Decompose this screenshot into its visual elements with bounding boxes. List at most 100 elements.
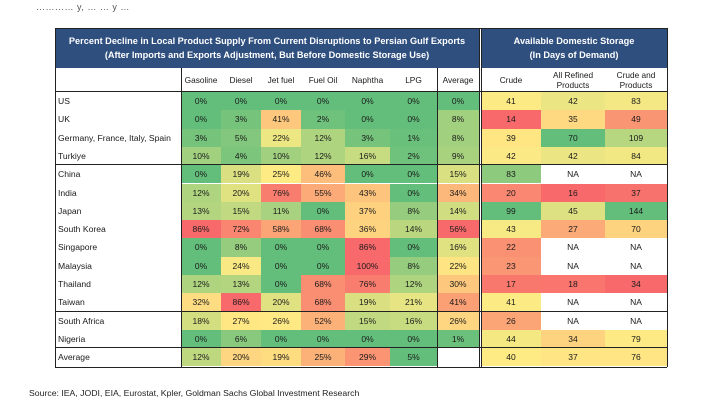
row-label: South Korea bbox=[58, 224, 106, 235]
grid-line bbox=[55, 347, 667, 349]
pct-cell: 0% bbox=[301, 238, 345, 257]
storage-cell: NA bbox=[541, 238, 605, 257]
pct-cell: 2% bbox=[390, 146, 437, 166]
storage-cell: 26 bbox=[481, 311, 541, 330]
pct-cell: 86% bbox=[221, 293, 261, 312]
pct-cell: 68% bbox=[301, 275, 345, 294]
pct-cell: 68% bbox=[301, 220, 345, 239]
pct-cell: 2% bbox=[301, 110, 345, 129]
storage-cell: 14 bbox=[481, 110, 541, 129]
left-header: Percent Decline in Local Product Supply … bbox=[55, 28, 479, 68]
pct-cell: 32% bbox=[181, 293, 221, 312]
pct-cell: 12% bbox=[301, 146, 345, 166]
pct-cell: 8% bbox=[221, 238, 261, 257]
pct-cell: 1% bbox=[390, 128, 437, 147]
pct-cell: 0% bbox=[301, 256, 345, 275]
pct-cell: 26% bbox=[261, 311, 301, 330]
pct-cell: 0% bbox=[181, 165, 221, 184]
storage-cell: NA bbox=[605, 256, 667, 275]
pct-cell: 8% bbox=[437, 110, 479, 129]
pct-cell: 0% bbox=[390, 110, 437, 129]
pct-cell: 14% bbox=[437, 201, 479, 221]
storage-cell: 109 bbox=[605, 128, 667, 147]
row-label: South Africa bbox=[58, 315, 105, 326]
pct-cell: 5% bbox=[390, 348, 437, 367]
left-header-subtitle: (After Imports and Exports Adjustment, B… bbox=[104, 50, 430, 60]
pct-cell: 43% bbox=[345, 183, 390, 202]
pct-cell: 0% bbox=[390, 329, 437, 349]
storage-cell: NA bbox=[541, 311, 605, 330]
pct-cell: 13% bbox=[181, 201, 221, 221]
pct-cell: 0% bbox=[390, 183, 437, 202]
pct-cell: 0% bbox=[390, 92, 437, 111]
storage-cell: NA bbox=[605, 238, 667, 257]
pct-cell: 37% bbox=[345, 201, 390, 221]
pct-cell: 15% bbox=[221, 201, 261, 221]
pct-cell: 12% bbox=[181, 348, 221, 367]
grid-line bbox=[55, 164, 667, 166]
pct-cell: 86% bbox=[345, 238, 390, 257]
pct-cell: 15% bbox=[345, 311, 390, 330]
row-label: China bbox=[58, 169, 81, 180]
pct-cell: 12% bbox=[390, 275, 437, 294]
pct-cell: 0% bbox=[301, 329, 345, 349]
grid-line bbox=[55, 28, 57, 367]
pct-cell bbox=[437, 348, 479, 367]
storage-cell: 34 bbox=[605, 275, 667, 294]
storage-cell: 16 bbox=[541, 183, 605, 202]
column-header: Naphtha bbox=[351, 74, 384, 85]
row-label: Germany, France, Italy, Spain bbox=[58, 132, 171, 143]
storage-cell: 99 bbox=[481, 201, 541, 221]
column-header: Diesel bbox=[229, 74, 253, 85]
right-header: Available Domestic Storage (In Days of D… bbox=[481, 28, 667, 68]
pct-cell: 11% bbox=[261, 201, 301, 221]
pct-cell: 0% bbox=[345, 110, 390, 129]
row-label: Thailand bbox=[58, 279, 91, 289]
column-header: Gasoline bbox=[184, 74, 218, 85]
row-label: Average bbox=[58, 352, 90, 363]
pct-cell: 10% bbox=[261, 146, 301, 166]
row-label: Taiwan bbox=[58, 297, 85, 308]
pct-cell: 55% bbox=[301, 183, 345, 202]
pct-cell: 76% bbox=[345, 275, 390, 294]
pct-cell: 0% bbox=[221, 92, 261, 111]
cropped-caption: ………… y, … … y … bbox=[36, 2, 130, 12]
row-label: Singapore bbox=[58, 242, 98, 253]
pct-cell: 18% bbox=[181, 311, 221, 330]
storage-cell: 23 bbox=[481, 256, 541, 275]
pct-cell: 72% bbox=[221, 220, 261, 239]
storage-cell: 83 bbox=[481, 165, 541, 184]
storage-cell: 22 bbox=[481, 238, 541, 257]
storage-cell: 27 bbox=[541, 220, 605, 239]
pct-cell: 3% bbox=[181, 128, 221, 147]
pct-cell: 52% bbox=[301, 311, 345, 330]
grid-line bbox=[479, 28, 481, 367]
pct-cell: 0% bbox=[301, 201, 345, 221]
pct-cell: 0% bbox=[181, 238, 221, 257]
pct-cell: 0% bbox=[301, 92, 345, 111]
grid-line bbox=[55, 91, 667, 93]
storage-cell: 83 bbox=[605, 92, 667, 111]
storage-cell: 144 bbox=[605, 201, 667, 221]
pct-cell: 9% bbox=[437, 146, 479, 166]
pct-cell: 46% bbox=[301, 165, 345, 184]
column-header: Fuel Oil bbox=[308, 74, 338, 85]
pct-cell: 19% bbox=[345, 293, 390, 312]
storage-cell: 42 bbox=[541, 92, 605, 111]
row-label: UK bbox=[58, 114, 70, 125]
row-label: Japan bbox=[58, 205, 82, 216]
pct-cell: 3% bbox=[345, 128, 390, 147]
pct-cell: 4% bbox=[221, 146, 261, 166]
storage-cell: 42 bbox=[481, 146, 541, 166]
pct-cell: 41% bbox=[437, 293, 479, 312]
storage-cell: 70 bbox=[605, 220, 667, 239]
storage-cell: 44 bbox=[481, 329, 541, 349]
pct-cell: 5% bbox=[221, 128, 261, 147]
storage-cell: 35 bbox=[541, 110, 605, 129]
pct-cell: 58% bbox=[261, 220, 301, 239]
pct-cell: 76% bbox=[261, 183, 301, 202]
pct-cell: 41% bbox=[261, 110, 301, 129]
pct-cell: 0% bbox=[345, 329, 390, 349]
storage-cell: 37 bbox=[605, 183, 667, 202]
